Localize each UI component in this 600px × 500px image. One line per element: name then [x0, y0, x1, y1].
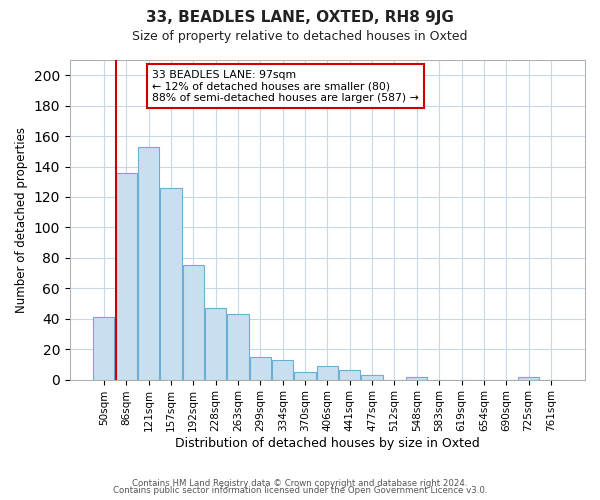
Bar — [205, 308, 226, 380]
Bar — [160, 188, 182, 380]
Text: Contains HM Land Registry data © Crown copyright and database right 2024.: Contains HM Land Registry data © Crown c… — [132, 478, 468, 488]
Bar — [361, 375, 383, 380]
Bar — [339, 370, 361, 380]
Bar — [518, 376, 539, 380]
X-axis label: Distribution of detached houses by size in Oxted: Distribution of detached houses by size … — [175, 437, 480, 450]
Bar — [272, 360, 293, 380]
Bar — [250, 357, 271, 380]
Bar — [227, 314, 248, 380]
Bar — [138, 146, 159, 380]
Bar — [93, 317, 115, 380]
Bar — [182, 266, 204, 380]
Bar — [295, 372, 316, 380]
Bar — [406, 376, 427, 380]
Y-axis label: Number of detached properties: Number of detached properties — [15, 127, 28, 313]
Text: 33, BEADLES LANE, OXTED, RH8 9JG: 33, BEADLES LANE, OXTED, RH8 9JG — [146, 10, 454, 25]
Text: 33 BEADLES LANE: 97sqm
← 12% of detached houses are smaller (80)
88% of semi-det: 33 BEADLES LANE: 97sqm ← 12% of detached… — [152, 70, 419, 103]
Bar — [116, 172, 137, 380]
Text: Size of property relative to detached houses in Oxted: Size of property relative to detached ho… — [132, 30, 468, 43]
Text: Contains public sector information licensed under the Open Government Licence v3: Contains public sector information licen… — [113, 486, 487, 495]
Bar — [317, 366, 338, 380]
